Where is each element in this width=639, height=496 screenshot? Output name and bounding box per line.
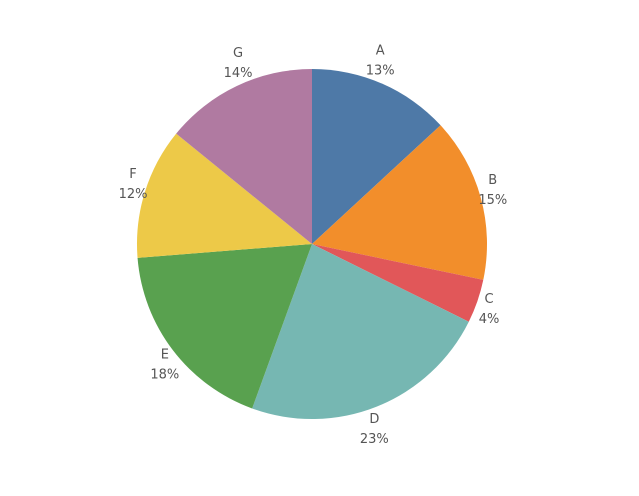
slice-value-label: 18% [150,368,179,383]
slice-value-label: 14% [224,66,253,81]
slice-label: C [484,292,493,307]
pie-slice [137,244,312,409]
slice-label: D [369,412,379,427]
pie-slice [176,69,312,244]
slice-value-label: 4% [479,312,500,327]
slice-value-label: 23% [360,432,389,447]
slice-label: A [376,43,385,58]
slice-value-label: 15% [478,193,507,208]
slice-label: E [161,348,169,363]
slice-value-label: 12% [119,187,148,202]
pie-slice [312,69,441,244]
slice-label: G [233,46,243,61]
pie-slice [312,244,484,322]
pie-slice [252,244,469,419]
slice-label: F [129,167,136,182]
pie-slice [312,125,487,280]
slice-label: B [488,173,497,188]
slice-value-label: 13% [366,63,395,78]
pie-slice [137,133,312,258]
